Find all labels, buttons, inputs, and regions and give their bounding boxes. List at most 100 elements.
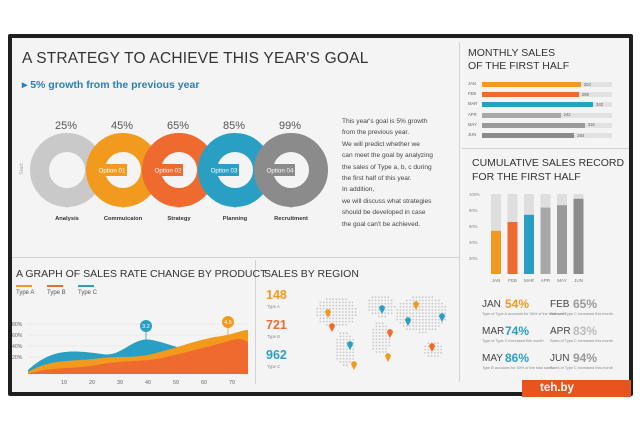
map-pin-icon — [405, 317, 411, 326]
map-dot — [388, 341, 391, 344]
map-dot — [385, 341, 387, 344]
map-dot — [427, 348, 430, 351]
map-dot — [415, 296, 418, 299]
cumulative-month-label: APR — [541, 278, 551, 283]
map-dot — [316, 311, 319, 313]
map-dot — [437, 348, 439, 351]
map-dot — [342, 341, 345, 344]
map-dot — [381, 302, 383, 305]
map-dot — [339, 354, 342, 357]
map-dot — [428, 321, 431, 324]
cumulative-bar-jun — [573, 198, 584, 274]
map-dot — [425, 305, 427, 308]
stat-percent-mar: 74% — [505, 324, 530, 338]
map-dot — [378, 338, 381, 341]
map-dot — [405, 328, 408, 331]
map-dot — [371, 312, 374, 315]
map-dot — [378, 344, 381, 347]
map-dot — [385, 325, 387, 328]
map-dot — [345, 341, 348, 344]
map-dot — [345, 320, 347, 323]
rate-x-tick: 40 — [145, 380, 151, 385]
goal-description-line: from the previous year. — [342, 129, 410, 137]
legend-swatch-2 — [47, 285, 63, 287]
map-dot — [372, 347, 375, 350]
map-dot — [409, 312, 411, 315]
map-dot — [428, 302, 431, 305]
map-dot — [349, 361, 351, 363]
map-dot — [441, 309, 443, 311]
map-dot — [421, 296, 424, 299]
map-dot — [339, 332, 342, 335]
monthly-month-label: APR — [468, 111, 477, 117]
map-dot — [377, 299, 380, 302]
map-dot — [325, 317, 328, 320]
rate-y-tick: 80% — [12, 322, 23, 328]
map-dot — [375, 347, 378, 350]
map-dot — [342, 354, 345, 357]
divider-vertical-right — [459, 42, 460, 382]
map-dot — [402, 312, 405, 315]
cumulative-month-label: JUN — [574, 278, 583, 283]
map-dot — [375, 325, 378, 328]
stat-percent-may: 86% — [505, 351, 530, 365]
map-dot — [421, 302, 424, 305]
map-dot — [375, 344, 378, 347]
map-dot — [399, 312, 402, 315]
map-dot — [425, 315, 427, 318]
map-dot — [341, 304, 344, 307]
map-dot — [322, 301, 325, 304]
map-dot — [390, 305, 393, 308]
map-dot — [418, 296, 421, 299]
map-dot — [332, 317, 335, 320]
cumulative-month-label: FEB — [508, 278, 517, 283]
map-dot — [341, 314, 344, 317]
map-dot — [342, 361, 345, 363]
map-dot — [368, 302, 371, 305]
map-dot — [428, 309, 431, 311]
map-dot — [378, 347, 381, 350]
page-title: A STRATEGY TO ACHIEVE THIS YEAR'S GOAL — [22, 50, 369, 67]
map-dot — [434, 328, 437, 331]
map-dot — [418, 305, 421, 308]
map-dot — [325, 304, 328, 307]
stat-note-jun: Sales of Type C increased this month — [550, 366, 613, 370]
map-dot — [399, 302, 402, 305]
map-dot — [339, 341, 342, 344]
map-dot — [402, 318, 405, 321]
map-dot — [387, 309, 390, 311]
map-pin-icon — [325, 309, 331, 318]
map-dot — [332, 301, 335, 304]
map-dot — [387, 302, 390, 305]
map-dot — [352, 348, 355, 351]
map-dot — [418, 328, 421, 331]
map-dot — [440, 345, 443, 348]
strategy-ring-5 — [254, 133, 328, 207]
step-label-3: Strategy — [167, 216, 191, 222]
map-pin-icon — [329, 323, 335, 332]
rate-x-tick: 30 — [117, 380, 123, 385]
step-percent-5: 99% — [279, 120, 302, 132]
rate-x-tick: 60 — [201, 380, 207, 385]
divider-vertical-bottom — [255, 260, 256, 384]
option-label-3: Option 02 — [155, 168, 182, 175]
map-dot — [437, 325, 440, 327]
callout-bubble — [222, 316, 234, 328]
cumulative-bar-jan — [491, 230, 501, 274]
rate-y-tick: 40% — [12, 344, 23, 350]
map-dot — [375, 322, 378, 325]
map-dot — [385, 351, 387, 353]
map-dot — [345, 354, 348, 357]
map-dot — [402, 325, 405, 327]
map-dot — [431, 312, 434, 315]
map-dot — [396, 312, 399, 315]
map-dot — [428, 315, 431, 318]
map-dot — [352, 351, 355, 354]
strategy-rings: Option 01 Option 02 Option 03 Option 04 — [30, 133, 328, 208]
map-dot — [351, 317, 354, 320]
cumulative-bar-feb — [507, 222, 518, 274]
map-dot — [348, 314, 351, 317]
monthly-month-label: MAR — [468, 101, 478, 107]
map-dot — [433, 342, 436, 345]
cumulative-title-2: FOR THE FIRST HALF — [472, 171, 581, 183]
